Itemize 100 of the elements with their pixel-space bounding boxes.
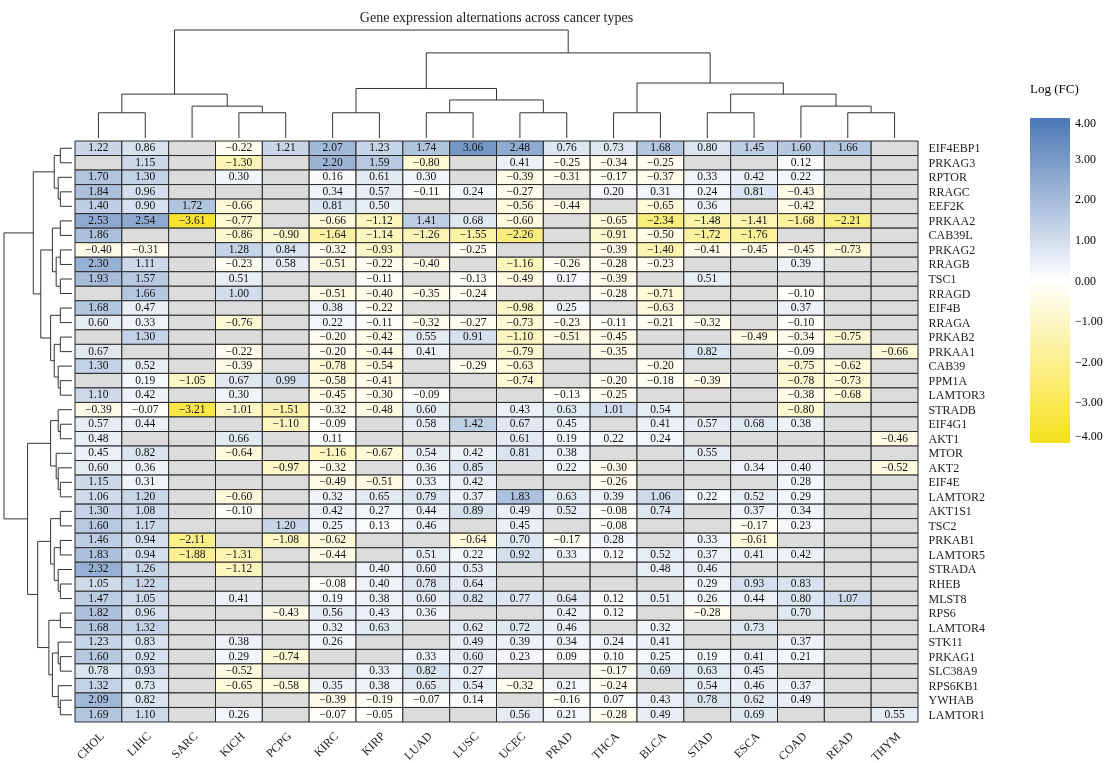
data-label: −0.91 <box>600 228 628 241</box>
data-label: 1.30 <box>88 504 109 517</box>
y-tick-label: RRAGA <box>928 315 971 330</box>
data-label: 0.62 <box>744 693 765 706</box>
data-label: −0.32 <box>506 678 534 691</box>
data-label: 0.44 <box>416 504 437 517</box>
data-label: 0.94 <box>135 533 156 546</box>
data-label: −0.41 <box>366 373 393 386</box>
data-label: 0.52 <box>556 504 578 517</box>
data-label: 0.33 <box>416 475 437 488</box>
color-bar-title: Log (FC) <box>1030 81 1079 96</box>
data-label: 0.27 <box>369 504 390 517</box>
data-label: 0.23 <box>790 518 812 531</box>
data-label: −0.78 <box>319 359 347 372</box>
data-label: −0.40 <box>412 257 440 270</box>
data-label: −0.37 <box>647 170 674 183</box>
data-label: 0.56 <box>509 707 531 720</box>
data-label: −1.12 <box>225 562 253 575</box>
data-label: −0.42 <box>787 199 815 212</box>
data-label: 1.08 <box>135 504 156 517</box>
data-label: 2.53 <box>88 213 109 226</box>
color-bar-label: 1.00 <box>1075 232 1096 247</box>
data-label: 3.06 <box>463 141 484 154</box>
data-label: −0.26 <box>600 475 628 488</box>
data-label: 1.70 <box>88 170 109 183</box>
data-label: −1.55 <box>459 228 487 241</box>
data-label: 0.33 <box>556 547 578 560</box>
data-label: 1.10 <box>135 707 156 720</box>
y-tick-label: RRAGB <box>928 257 970 272</box>
data-label: −0.40 <box>366 286 393 299</box>
data-label: 0.28 <box>603 533 624 546</box>
data-label: 0.44 <box>135 417 156 430</box>
data-label: −3.61 <box>178 213 206 226</box>
data-label: 1.68 <box>88 301 109 314</box>
data-label: 1.66 <box>837 141 859 154</box>
data-label: −0.28 <box>600 257 628 270</box>
data-label: −0.44 <box>553 199 581 212</box>
data-label: 0.96 <box>135 184 156 197</box>
data-label: −0.86 <box>225 228 253 241</box>
data-label: 0.54 <box>650 402 671 415</box>
data-label: −1.14 <box>366 228 393 241</box>
data-label: 0.50 <box>369 199 390 212</box>
data-label: 0.42 <box>790 547 812 560</box>
data-label: 0.45 <box>509 518 531 531</box>
data-label: 0.33 <box>369 664 390 677</box>
data-label: 0.22 <box>463 547 484 560</box>
data-label: −0.63 <box>647 301 674 314</box>
data-label: −0.65 <box>647 199 674 212</box>
data-label: −1.01 <box>225 402 253 415</box>
data-label: 0.37 <box>744 504 765 517</box>
data-label: 0.51 <box>650 591 671 604</box>
data-label: 0.13 <box>369 518 390 531</box>
data-label: 1.40 <box>88 199 109 212</box>
data-label: 0.19 <box>697 649 718 662</box>
data-label: 0.42 <box>744 170 765 183</box>
data-label: −0.40 <box>85 242 112 255</box>
data-label: −0.45 <box>787 242 815 255</box>
data-label: −0.66 <box>881 344 909 357</box>
data-label: 1.23 <box>88 635 109 648</box>
data-label: 0.41 <box>228 591 250 604</box>
data-label: −0.39 <box>319 693 347 706</box>
data-label: 0.24 <box>463 184 484 197</box>
data-label: 0.63 <box>697 664 718 677</box>
data-label: −0.75 <box>834 330 862 343</box>
data-label: −0.51 <box>366 475 393 488</box>
data-label: 0.47 <box>135 301 156 314</box>
y-tick-label: RPS6 <box>928 606 956 621</box>
data-label: 0.96 <box>135 606 156 619</box>
data-label: 0.52 <box>650 547 671 560</box>
data-label: −0.32 <box>319 242 347 255</box>
data-label: −0.39 <box>600 242 628 255</box>
data-label: 0.92 <box>509 547 531 560</box>
data-label: 0.41 <box>744 649 765 662</box>
data-label: −0.56 <box>506 199 534 212</box>
data-label: 1.10 <box>88 388 109 401</box>
y-tick-label: LAMTOR3 <box>928 388 985 403</box>
data-label: 1.83 <box>88 547 109 560</box>
y-tick-label: LAMTOR4 <box>928 620 985 635</box>
data-label: 1.26 <box>135 562 156 575</box>
data-label: 0.30 <box>416 170 437 183</box>
y-tick-label: LAMTOR2 <box>928 489 985 504</box>
data-label: −0.11 <box>413 184 440 197</box>
data-label: 0.40 <box>369 562 390 575</box>
data-label: 0.58 <box>416 417 437 430</box>
data-label: 0.42 <box>556 606 578 619</box>
data-label: 0.32 <box>322 489 343 502</box>
data-label: 0.90 <box>135 199 156 212</box>
data-label: −0.25 <box>600 388 628 401</box>
data-label: 0.36 <box>416 606 437 619</box>
data-label: −0.10 <box>787 286 815 299</box>
data-label: 1.66 <box>135 286 156 299</box>
data-label: 0.65 <box>416 678 437 691</box>
data-label: −0.50 <box>647 228 674 241</box>
data-label: −0.79 <box>506 344 534 357</box>
data-label: 0.70 <box>790 606 812 619</box>
data-label: −0.64 <box>459 533 487 546</box>
data-label: 0.60 <box>88 315 109 328</box>
data-label: −0.90 <box>272 228 300 241</box>
data-label: 0.40 <box>790 460 812 473</box>
data-label: 0.46 <box>697 562 718 575</box>
